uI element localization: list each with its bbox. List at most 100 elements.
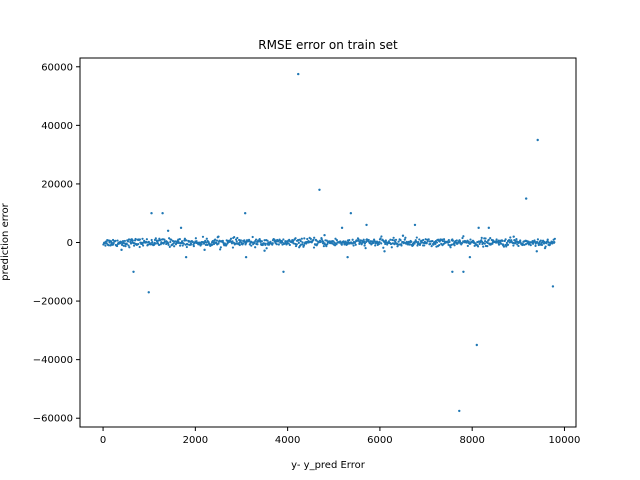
band-point [461,236,464,240]
band-point [508,239,511,242]
band-point [397,240,400,243]
band-point [529,244,532,247]
band-point [495,238,498,241]
band-point [497,239,500,242]
band-point [367,238,370,242]
band-point [167,242,170,245]
band-point [186,243,189,246]
band-point [175,241,179,245]
data-point [132,270,135,273]
band-point [217,242,220,245]
band-point [215,239,219,242]
band-point [128,246,131,249]
band-point [418,238,421,241]
band-point [147,240,150,243]
band-point [313,236,316,239]
band-point [426,240,429,243]
band-point [231,246,235,249]
band-point [111,238,115,242]
band-point [277,243,280,246]
band-point [458,240,462,243]
band-point [154,242,157,245]
band-point [122,244,125,247]
band-point [115,244,119,248]
band-point [519,239,522,242]
band-point [138,245,141,249]
band-point [362,238,365,241]
band-point [238,243,241,247]
band-point [185,239,188,242]
band-point [335,243,338,246]
data-point [297,72,300,76]
x-tick-label: 8000 [459,435,484,446]
band-point [469,238,472,241]
band-point [392,236,395,239]
band-point [380,235,383,238]
band-point [297,241,300,244]
band-point [423,244,426,247]
band-point [484,237,487,240]
band-point [415,240,418,243]
band-point [465,241,468,244]
band-point [393,239,396,242]
band-point [238,241,241,244]
band-point [460,242,464,245]
band-point [260,240,263,243]
band-point [116,239,119,242]
band-point [256,243,259,246]
y-tick-label: 20000 [41,179,73,190]
band-point [505,245,508,248]
band-point [497,243,501,246]
band-point [442,238,446,241]
band-point [363,242,367,245]
data-point [184,255,188,259]
band-point [174,240,177,243]
band-point [408,243,412,246]
band-point [157,243,161,247]
band-point [265,247,268,250]
band-point [275,243,278,246]
band-point [110,241,113,244]
data-point [451,270,454,273]
band-point [309,237,312,240]
band-point [506,243,510,246]
band-point [334,237,337,240]
band-point [377,242,381,246]
data-point [535,250,538,253]
band-point [236,236,239,240]
band-point [306,237,309,241]
band-point [335,238,338,242]
band-point [242,242,245,245]
data-point [323,233,326,237]
band-point [177,241,181,245]
band-point [384,242,387,246]
data-point [346,255,349,259]
band-point [319,240,322,244]
x-tick-label: 4000 [275,435,300,446]
points-layer [102,72,556,413]
band-point [300,237,303,240]
data-point [365,223,368,227]
data-point [512,235,515,238]
band-point [206,243,209,247]
data-point [318,188,321,191]
data-point [551,285,555,288]
band-point [180,240,184,243]
band-point [380,242,383,245]
band-point [478,242,481,246]
band-point [438,244,441,247]
band-point [393,243,396,246]
band-point [183,237,186,240]
x-axis-label: y- y_pred Error [291,460,366,471]
band-point [142,244,145,247]
band-point [453,244,456,247]
data-point [166,229,170,232]
band-point [525,239,528,243]
band-point [489,237,492,240]
band-point [351,238,354,241]
band-point [486,241,489,244]
band-point [372,241,375,244]
ticks-layer: 0 2000 4000 6000 8000 10000 −60000 −40000 −20000… [33,62,581,446]
data-point [413,223,417,227]
band-point [163,238,166,241]
